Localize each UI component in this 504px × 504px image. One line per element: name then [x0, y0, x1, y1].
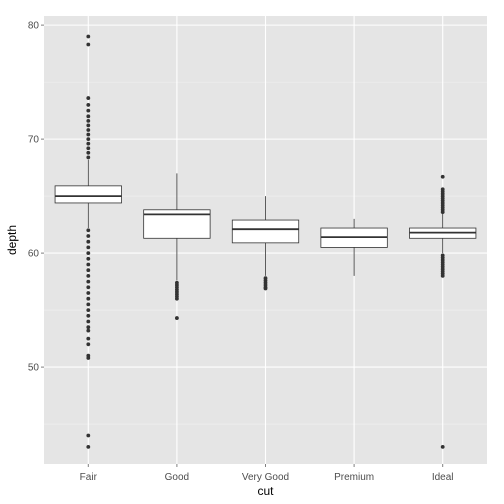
outlier-point	[86, 308, 91, 313]
x-tick-label: Fair	[80, 472, 98, 483]
outlier-point	[86, 155, 91, 160]
outlier-point	[86, 141, 91, 146]
outlier-point	[86, 42, 91, 47]
outlier-point	[86, 34, 91, 39]
box-body	[54, 185, 122, 204]
outlier-point	[86, 128, 91, 132]
outlier-point	[86, 96, 91, 100]
outlier-point	[86, 328, 91, 333]
outlier-point	[86, 296, 91, 301]
boxes-layer	[54, 34, 477, 449]
outlier-point	[86, 146, 91, 151]
outlier-point	[86, 302, 91, 307]
outlier-point	[86, 279, 91, 284]
outlier-point	[86, 291, 91, 295]
outlier-point	[175, 296, 179, 301]
outlier-point	[440, 445, 445, 449]
x-tick-label: Premium	[334, 472, 374, 483]
outlier-point	[440, 174, 445, 179]
outlier-point	[86, 239, 91, 244]
outlier-point	[86, 245, 91, 250]
outlier-point	[86, 356, 91, 360]
outlier-point	[86, 118, 91, 123]
outlier-point	[86, 262, 91, 267]
y-tick-label: 60	[28, 249, 40, 260]
outlier-point	[86, 274, 91, 278]
x-tick-labels: Fair Good Very Good Premium Ideal	[80, 464, 454, 483]
outlier-point	[86, 137, 91, 142]
outlier-point	[86, 114, 91, 119]
outlier-point	[86, 108, 91, 113]
outlier-point	[86, 132, 91, 137]
outlier-point	[86, 256, 91, 261]
outlier-point	[86, 313, 91, 318]
outlier-point	[440, 210, 445, 214]
outlier-point	[86, 228, 91, 233]
outlier-point	[86, 234, 91, 238]
box-very-good	[231, 196, 300, 291]
outlier-point	[86, 325, 91, 330]
outlier-point	[86, 268, 91, 273]
x-tick-label: Ideal	[432, 472, 454, 483]
x-tick-label: Good	[165, 472, 189, 483]
outlier-point	[86, 336, 91, 341]
box-ideal	[409, 174, 477, 449]
outlier-point	[86, 150, 91, 155]
outlier-point	[263, 286, 268, 291]
x-axis-title: cut	[257, 484, 274, 498]
box-premium	[320, 218, 388, 276]
outlier-point	[86, 251, 91, 256]
y-axis-title: depth	[5, 225, 19, 255]
box-body	[231, 219, 300, 244]
y-tick-label: 80	[28, 21, 40, 32]
outlier-point	[175, 316, 179, 320]
outlier-point	[86, 445, 91, 449]
box-good	[143, 173, 211, 320]
x-tick-label: Very Good	[242, 472, 289, 483]
outlier-point	[86, 285, 91, 290]
outlier-point	[86, 103, 91, 107]
outlier-point	[86, 433, 91, 438]
y-tick-label: 50	[28, 363, 40, 374]
outlier-point	[86, 342, 91, 347]
y-tick-label: 70	[28, 135, 40, 146]
outlier-point	[86, 319, 91, 324]
outlier-point	[440, 274, 445, 278]
y-tick-labels: 50 60 70 80	[28, 21, 44, 374]
outlier-point	[86, 123, 91, 128]
box-fair	[54, 34, 122, 449]
